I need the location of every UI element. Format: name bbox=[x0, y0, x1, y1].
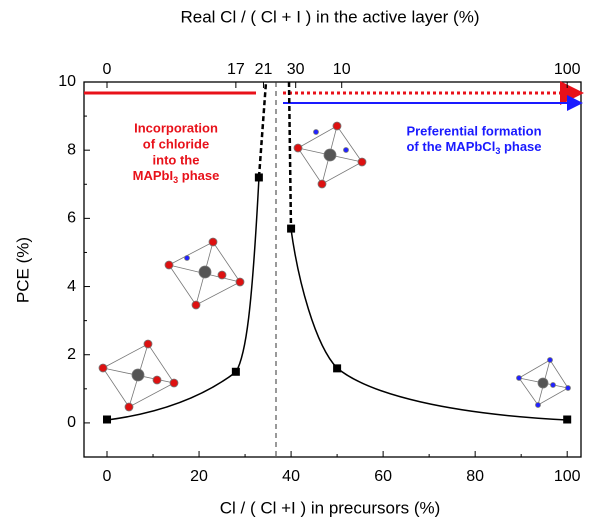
annotation-text: into the bbox=[153, 152, 200, 167]
formula-subscript: 3 bbox=[495, 146, 500, 156]
x2-tick-label: 10 bbox=[333, 61, 351, 78]
plot-frame bbox=[83, 81, 582, 458]
molecule-icon bbox=[516, 357, 571, 408]
x-axis-title: Cl / ( Cl +I ) in precursors (%) bbox=[220, 498, 441, 517]
x-tick-label: 0 bbox=[103, 468, 112, 485]
x2-tick-label: 21 bbox=[255, 61, 273, 78]
data-point bbox=[231, 367, 240, 376]
annotation-text: Preferential formation bbox=[406, 123, 541, 138]
y-tick-label: 8 bbox=[67, 141, 76, 158]
annotation-text: of chloride bbox=[143, 136, 209, 151]
fit-curve bbox=[290, 228, 568, 421]
fit-curve-dashed bbox=[257, 81, 268, 178]
x-tick-label: 20 bbox=[190, 468, 208, 485]
y-axis-title: PCE (%) bbox=[13, 237, 32, 303]
annotation-text: Incorporation bbox=[134, 120, 218, 135]
data-point bbox=[563, 415, 572, 424]
formula-part: MAPbI bbox=[133, 168, 173, 183]
x-tick-label: 40 bbox=[282, 468, 300, 485]
data-point bbox=[287, 224, 296, 233]
data-point bbox=[103, 415, 112, 424]
top-axis-title: Real Cl / ( Cl + I ) in the active layer… bbox=[180, 7, 479, 26]
fit-curve-dashed bbox=[287, 81, 293, 230]
annotation-formula: MAPbI3 phase bbox=[133, 168, 220, 185]
x-tick-label: 100 bbox=[554, 468, 581, 485]
formula-part: phase bbox=[500, 139, 541, 154]
y-tick-label: 0 bbox=[67, 414, 76, 431]
x2-tick-label: 0 bbox=[103, 61, 112, 78]
annotation-formula: of the MAPbCl3 phase bbox=[406, 139, 541, 156]
x-tick-label: 60 bbox=[374, 468, 392, 485]
data-point bbox=[333, 364, 342, 373]
fit-curve bbox=[106, 176, 260, 421]
formula-part: of the MAPbCl bbox=[406, 139, 495, 154]
formula-part: phase bbox=[178, 168, 219, 183]
molecule-icon bbox=[98, 339, 179, 412]
x2-tick-label: 17 bbox=[227, 61, 245, 78]
molecule-icon bbox=[164, 237, 245, 310]
y-tick-label: 4 bbox=[67, 278, 76, 295]
x2-tick-label: 100 bbox=[554, 61, 581, 78]
y-tick-label: 10 bbox=[58, 73, 76, 90]
data-point bbox=[254, 173, 263, 182]
molecule-icon bbox=[293, 121, 367, 189]
y-tick-label: 2 bbox=[67, 346, 76, 363]
y-tick-label: 6 bbox=[67, 210, 76, 227]
x-tick-label: 80 bbox=[466, 468, 484, 485]
formula-subscript: 3 bbox=[173, 175, 178, 185]
x2-tick-label: 30 bbox=[287, 61, 305, 78]
